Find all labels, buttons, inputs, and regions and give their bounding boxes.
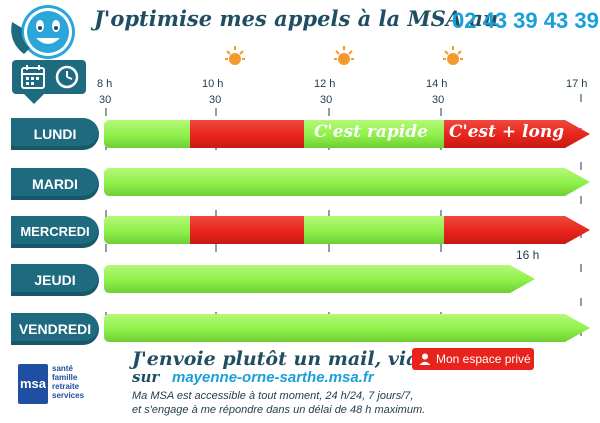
sun-icon [334, 46, 354, 65]
mail-line-prefix: sur [132, 368, 160, 386]
website-link[interactable]: mayenne-orne-sarthe.msa.fr [172, 369, 374, 386]
day-tab-jeudi: JEUDI [11, 264, 99, 296]
bar-lundi [104, 120, 590, 148]
hour-label: 12 h [314, 78, 336, 90]
hour-label: 17 h [566, 78, 588, 90]
day-tab-mercredi: MERCREDI [11, 216, 99, 248]
hour-minutes: 30 [209, 94, 222, 106]
thursday-end-label: 16 h [516, 248, 540, 262]
private-space-label: Mon espace privé [436, 352, 531, 366]
schedule-bars [104, 120, 590, 342]
smiley-phone-icon [11, 5, 75, 59]
hour-label: 8 h [97, 78, 113, 90]
sun-icon [225, 46, 245, 65]
label-long: C'est + long [449, 122, 565, 142]
day-tab-mardi: MARDI [11, 168, 99, 200]
hour-minutes: 30 [432, 94, 445, 106]
mail-line: J'envoie plutôt un mail, via [132, 348, 419, 370]
msa-logo-text: santé famille retraite services [52, 364, 85, 400]
hour-minutes: 30 [320, 94, 333, 106]
day-tab-vendredi: VENDREDI [11, 313, 99, 345]
phone-number[interactable]: 02 43 39 43 39 [452, 8, 599, 33]
msa-logo-letters: msa [19, 376, 47, 391]
page-title: J'optimise mes appels à la MSA au [94, 6, 499, 31]
bar-mercredi [104, 216, 590, 244]
info-line-1: Ma MSA est accessible à tout moment, 24 … [132, 390, 414, 402]
bar-jeudi [104, 265, 535, 293]
bar-mardi [104, 168, 590, 196]
private-space-button[interactable]: Mon espace privé [412, 348, 534, 370]
info-line-2: et s'engage à me répondre dans un délai … [132, 404, 426, 416]
hour-minutes: 30 [99, 94, 112, 106]
bar-vendredi [104, 314, 590, 342]
hour-label: 10 h [202, 78, 224, 90]
msa-logo: msa [18, 364, 48, 404]
clock-icon [55, 65, 79, 89]
user-icon [419, 353, 431, 365]
day-tab-lundi: LUNDI [11, 118, 99, 150]
calendar-icon [21, 65, 45, 89]
sun-icon [443, 46, 463, 65]
label-fast: C'est rapide [314, 122, 428, 142]
hour-label: 14 h [426, 78, 448, 90]
pointer-down-icon [24, 94, 44, 104]
